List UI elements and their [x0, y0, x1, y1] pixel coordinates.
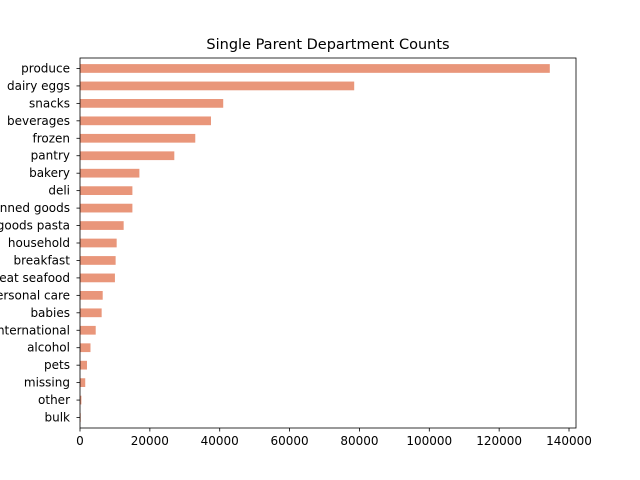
bar-household [80, 238, 117, 248]
chart-title: Single Parent Department Counts [206, 37, 449, 53]
y-tick-label-bulk: bulk [44, 411, 70, 425]
y-tick-label-breakfast: breakfast [13, 253, 70, 267]
x-tick-label: 0 [76, 434, 84, 448]
bar-snacks [80, 99, 224, 108]
plot-frame [79, 57, 577, 429]
bar-other [80, 395, 82, 405]
x-tick-label: 20000 [131, 434, 169, 448]
y-tick-label-produce: produce [21, 61, 70, 75]
y-tick-label-pets: pets [44, 358, 70, 372]
bar-breakfast [80, 256, 116, 265]
bar-canned-goods [80, 203, 133, 213]
y-axis-ticks: produce dairy eggs snacks beverages frozen pa… [0, 61, 80, 425]
y-tick-label-meat-seafood: meat seafood [0, 271, 70, 285]
y-tick-label-international: international [0, 323, 70, 337]
x-tick-label: 140000 [546, 434, 592, 448]
bar-deli [80, 186, 133, 196]
x-tick-label: 60000 [270, 434, 308, 448]
bar-dairy-eggs [80, 81, 355, 91]
x-axis-ticks: 0 20000 40000 60000 80000 100000 120000 140000 [76, 428, 592, 448]
y-tick-label-frozen: frozen [32, 131, 70, 145]
bar-produce [80, 64, 550, 73]
bar-frozen [80, 133, 196, 143]
y-tick-label-pantry: pantry [31, 149, 70, 163]
y-tick-label-dry-goods-pasta: dry goods pasta [0, 219, 70, 233]
bars-group [80, 64, 550, 422]
bar-dry-goods-pasta [80, 221, 124, 230]
bar-babies [80, 308, 102, 318]
bar-pets [80, 360, 87, 370]
y-tick-label-deli: deli [48, 184, 70, 198]
y-tick-label-dairy-eggs: dairy eggs [7, 79, 70, 93]
x-tick-label: 100000 [406, 434, 452, 448]
y-tick-label-personal-care: personal care [0, 288, 70, 302]
y-tick-label-missing: missing [24, 376, 70, 390]
bar-alcohol [80, 343, 91, 353]
bar-bakery [80, 168, 140, 178]
y-tick-label-bakery: bakery [29, 166, 70, 180]
x-tick-label: 40000 [201, 434, 239, 448]
y-tick-label-other: other [38, 393, 70, 407]
y-tick-label-canned-goods: canned goods [0, 201, 70, 215]
x-tick-label: 120000 [476, 434, 522, 448]
bar-personal-care [80, 290, 103, 300]
bar-international [80, 325, 96, 335]
bar-pantry [80, 151, 175, 161]
y-tick-label-beverages: beverages [7, 114, 70, 128]
bar-meat-seafood [80, 273, 115, 283]
y-tick-label-household: household [8, 236, 70, 250]
y-tick-label-alcohol: alcohol [27, 341, 70, 355]
y-tick-label-snacks: snacks [29, 96, 70, 110]
bar-beverages [80, 116, 211, 126]
bar-missing [80, 378, 86, 387]
x-tick-label: 80000 [340, 434, 378, 448]
y-tick-label-babies: babies [30, 306, 70, 320]
